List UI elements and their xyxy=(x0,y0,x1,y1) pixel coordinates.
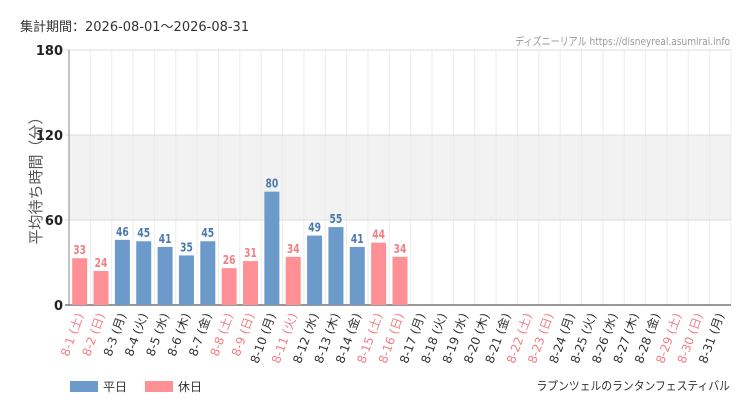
legend-swatch-weekday xyxy=(70,381,98,392)
bar xyxy=(136,241,152,305)
bar xyxy=(285,256,301,305)
bar xyxy=(157,246,173,305)
bar xyxy=(307,235,323,305)
bar xyxy=(93,271,109,305)
data-label: 80 xyxy=(265,177,278,191)
shaded-band xyxy=(69,135,731,220)
data-label: 46 xyxy=(116,225,129,239)
y-axis-label: 平均待ち時間（分） xyxy=(27,109,45,244)
data-label: 33 xyxy=(73,243,86,257)
data-label: 24 xyxy=(95,256,108,270)
legend: 平日 休日 xyxy=(70,378,202,395)
data-label: 26 xyxy=(223,253,236,267)
bar xyxy=(72,258,88,305)
bar xyxy=(178,255,194,305)
period-label: 集計期間：2026-08-01〜2026-08-31 xyxy=(20,20,250,35)
legend-item-weekday[interactable]: 平日 xyxy=(70,378,127,395)
bar xyxy=(264,191,280,305)
data-label: 45 xyxy=(201,226,214,240)
data-label: 55 xyxy=(330,212,343,226)
bar xyxy=(328,227,344,305)
bar xyxy=(200,241,216,305)
data-label: 34 xyxy=(394,242,407,256)
data-label: 41 xyxy=(159,232,172,246)
data-label: 35 xyxy=(180,241,193,255)
legend-item-holiday[interactable]: 休日 xyxy=(145,378,202,395)
bar xyxy=(243,261,259,305)
data-label: 34 xyxy=(287,242,300,256)
attraction-name: ラプンツェルのランタンフェスティバル xyxy=(536,379,730,393)
legend-swatch-holiday xyxy=(145,381,174,392)
y-tick-label: 120 xyxy=(36,129,63,144)
data-label: 31 xyxy=(244,246,257,260)
y-tick-label: 0 xyxy=(54,299,63,314)
legend-label-holiday: 休日 xyxy=(178,380,203,394)
legend-label-weekday: 平日 xyxy=(103,380,128,394)
data-label: 41 xyxy=(351,232,364,246)
y-tick-label: 180 xyxy=(36,44,63,59)
bar xyxy=(114,239,130,305)
bar xyxy=(392,256,408,305)
site-label[interactable]: ディズニーリアル https://disneyreal.asumirai.inf… xyxy=(515,35,730,48)
bar xyxy=(371,242,387,305)
bar xyxy=(349,246,365,305)
data-label: 49 xyxy=(308,221,321,235)
data-label: 44 xyxy=(372,228,385,242)
data-label: 45 xyxy=(137,226,150,240)
bar xyxy=(221,268,237,305)
y-tick-label: 60 xyxy=(45,214,63,229)
